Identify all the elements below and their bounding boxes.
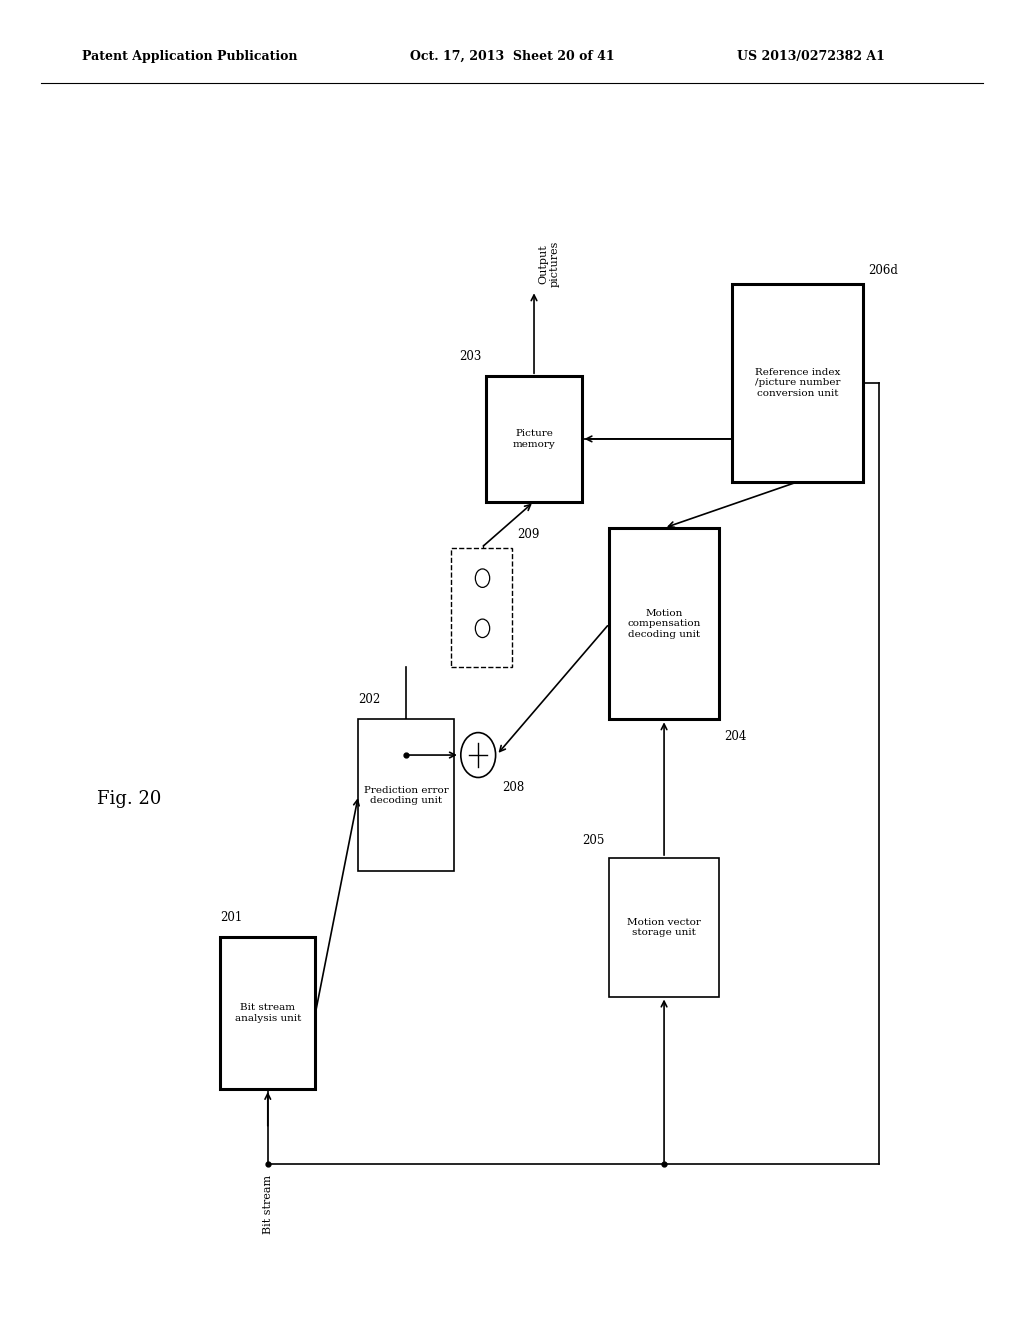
Text: 203: 203 xyxy=(459,350,481,363)
Text: Picture
memory: Picture memory xyxy=(513,429,555,449)
Text: 206d: 206d xyxy=(868,264,898,277)
Text: 208: 208 xyxy=(502,781,524,795)
Text: US 2013/0272382 A1: US 2013/0272382 A1 xyxy=(737,50,885,63)
Text: Reference index
/picture number
conversion unit: Reference index /picture number conversi… xyxy=(755,368,841,397)
Text: Bit stream: Bit stream xyxy=(263,1175,272,1234)
Text: Output
pictures: Output pictures xyxy=(539,240,560,288)
Text: Fig. 20: Fig. 20 xyxy=(97,789,162,808)
Text: 204: 204 xyxy=(724,730,746,743)
Text: Bit stream
analysis unit: Bit stream analysis unit xyxy=(234,1003,301,1023)
Text: Oct. 17, 2013  Sheet 20 of 41: Oct. 17, 2013 Sheet 20 of 41 xyxy=(410,50,614,63)
Bar xyxy=(609,528,719,719)
Bar xyxy=(220,937,315,1089)
Text: 202: 202 xyxy=(358,693,381,706)
Text: Motion vector
storage unit: Motion vector storage unit xyxy=(627,917,701,937)
Bar xyxy=(732,284,863,482)
Bar xyxy=(451,548,512,667)
Text: 209: 209 xyxy=(517,528,540,541)
Bar xyxy=(358,719,454,871)
Text: Prediction error
decoding unit: Prediction error decoding unit xyxy=(364,785,449,805)
Text: 201: 201 xyxy=(220,911,243,924)
Bar xyxy=(486,376,582,502)
Text: Patent Application Publication: Patent Application Publication xyxy=(82,50,297,63)
Text: Motion
compensation
decoding unit: Motion compensation decoding unit xyxy=(628,609,700,639)
Bar xyxy=(609,858,719,997)
Text: 205: 205 xyxy=(582,834,604,847)
